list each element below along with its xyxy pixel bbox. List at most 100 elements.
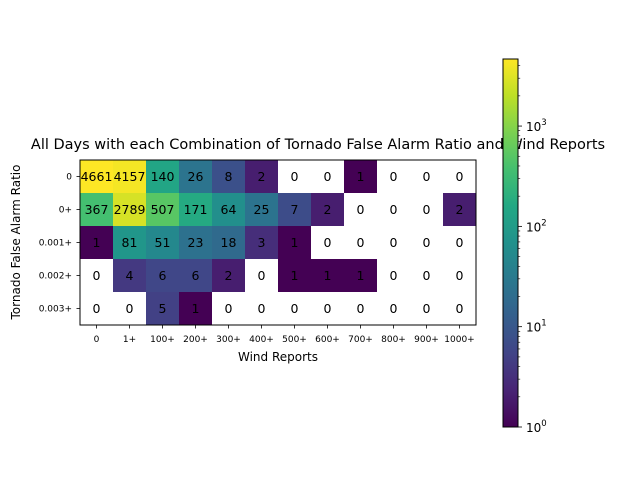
y-tick-label: 0.002+	[39, 272, 72, 282]
colorbar: 100 101 102 103	[502, 58, 547, 435]
cell-value-label: 0	[258, 301, 266, 316]
cell-value-label: 0	[390, 169, 398, 184]
x-axis: 0 1+ 100+ 200+ 300+ 400+ 500+ 600+ 700+ 800+ 900+ 1…	[94, 325, 475, 345]
cell-value-label: 4661	[81, 169, 113, 184]
cell-value-label: 18	[221, 235, 237, 250]
colorbar-tick-label: 101	[526, 319, 547, 335]
cell-value-label: 0	[324, 301, 332, 316]
cell-value-label: 0	[93, 301, 101, 316]
cell-value-label: 2	[324, 202, 332, 217]
cell-value-label: 0	[390, 268, 398, 283]
cell-value-label: 64	[221, 202, 237, 217]
heatmap-cell	[113, 193, 146, 226]
heatmap-cell	[245, 292, 278, 325]
cell-value-label: 23	[188, 235, 204, 250]
cell-value-label: 2	[456, 202, 464, 217]
chart-title: All Days with each Combination of Tornad…	[31, 137, 605, 153]
heatmap-cell	[245, 160, 278, 193]
y-tick-label: 0.003+	[39, 305, 72, 315]
x-tick-label: 700+	[348, 335, 373, 345]
heatmap-cell	[113, 226, 146, 259]
heatmap-cell	[146, 160, 179, 193]
cell-value-label: 1	[93, 235, 101, 250]
heatmap-cell	[344, 259, 377, 292]
cell-value-label: 7	[291, 202, 299, 217]
colorbar-tick-label: 103	[526, 118, 547, 134]
cell-value-label: 0	[423, 202, 431, 217]
x-tick-label: 1+	[123, 335, 136, 345]
cell-value-label: 81	[122, 235, 138, 250]
heatmap-cell	[212, 292, 245, 325]
cell-value-label: 0	[258, 268, 266, 283]
cell-value-label: 4	[126, 268, 134, 283]
heatmap-cell	[344, 226, 377, 259]
heatmap-cell	[443, 226, 476, 259]
heatmap-cell	[377, 292, 410, 325]
y-tick-label: 0.001+	[39, 239, 72, 249]
heatmap-cell	[311, 226, 344, 259]
cell-value-label: 0	[390, 301, 398, 316]
heatmap-cell	[278, 259, 311, 292]
x-axis-label: Wind Reports	[238, 350, 318, 364]
heatmap-cell	[410, 226, 443, 259]
cell-value-label: 0	[456, 169, 464, 184]
x-tick-label: 200+	[183, 335, 208, 345]
y-tick-label: 0	[66, 173, 72, 183]
heatmap-cell	[212, 226, 245, 259]
heatmap-cell	[311, 292, 344, 325]
cell-value-label: 0	[456, 268, 464, 283]
heatmap-cell	[179, 292, 212, 325]
heatmap-cell	[410, 259, 443, 292]
x-tick-label: 900+	[414, 335, 439, 345]
heatmap-cell	[443, 160, 476, 193]
cell-value-label: 0	[225, 301, 233, 316]
cell-value-label: 0	[390, 235, 398, 250]
heatmap-cell	[377, 160, 410, 193]
x-tick-label: 600+	[315, 335, 340, 345]
cell-value-label: 140	[151, 169, 175, 184]
heatmap-cell	[212, 160, 245, 193]
cell-value-label: 51	[155, 235, 171, 250]
heatmap-cell	[113, 292, 146, 325]
heatmap-cell	[146, 259, 179, 292]
heatmap-cell	[146, 193, 179, 226]
cell-value-label: 2789	[114, 202, 146, 217]
cell-value-label: 0	[423, 268, 431, 283]
cell-value-label: 0	[357, 235, 365, 250]
cell-value-label: 0	[423, 169, 431, 184]
cell-value-label: 1	[357, 268, 365, 283]
cell-value-label: 0	[357, 202, 365, 217]
heatmap-cell	[377, 193, 410, 226]
cell-value-label: 5	[159, 301, 167, 316]
cell-value-label: 0	[456, 301, 464, 316]
x-tick-label: 100+	[150, 335, 175, 345]
heatmap-cell	[410, 193, 443, 226]
cell-value-label: 6	[192, 268, 200, 283]
cell-value-label: 1	[291, 268, 299, 283]
x-tick-label: 0	[94, 335, 100, 345]
cell-value-label: 0	[357, 301, 365, 316]
cell-value-label: 0	[93, 268, 101, 283]
heatmap-cell	[179, 226, 212, 259]
heatmap-cell	[344, 160, 377, 193]
heatmap-cell	[311, 259, 344, 292]
heatmap-cell	[245, 193, 278, 226]
heatmap-cell	[278, 226, 311, 259]
cell-value-label: 171	[184, 202, 208, 217]
heatmap-cell	[212, 193, 245, 226]
cell-value-label: 25	[254, 202, 270, 217]
cell-value-label: 6	[159, 268, 167, 283]
cell-value-label: 0	[291, 301, 299, 316]
heatmap-cell	[80, 193, 113, 226]
heatmap-cell	[113, 160, 146, 193]
colorbar-tick-label: 102	[526, 218, 547, 234]
heatmap-cell	[410, 160, 443, 193]
heatmap-cell	[179, 259, 212, 292]
heatmap-cell	[245, 226, 278, 259]
cell-value-label: 367	[85, 202, 109, 217]
x-tick-label: 400+	[249, 335, 274, 345]
cell-value-label: 8	[225, 169, 233, 184]
heatmap-cell	[377, 259, 410, 292]
